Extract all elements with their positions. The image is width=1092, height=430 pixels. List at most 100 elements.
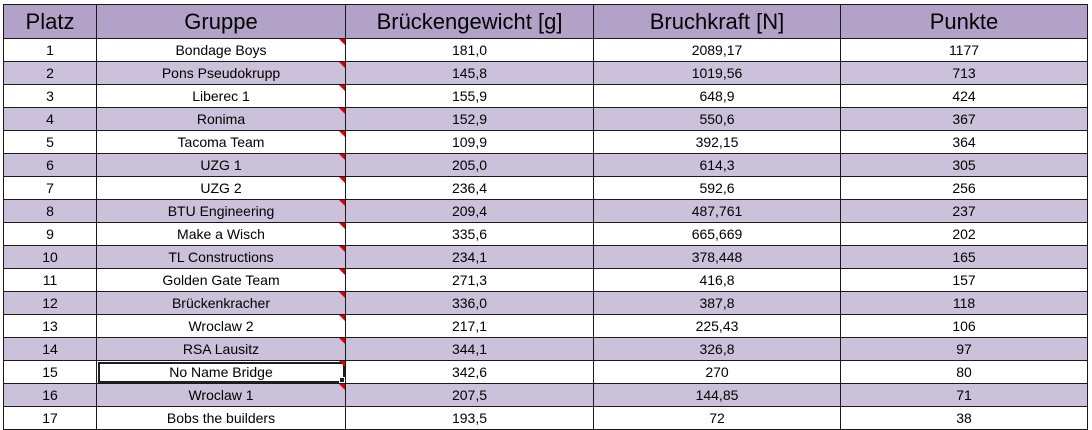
cell-punkte[interactable]: 256: [840, 176, 1088, 200]
cell-punkte[interactable]: 713: [840, 61, 1088, 85]
comment-indicator-icon[interactable]: [339, 223, 345, 229]
cell-brueckengewicht[interactable]: 205,0: [345, 153, 594, 177]
cell-gruppe[interactable]: Bondage Boys: [96, 38, 346, 62]
cell-punkte[interactable]: 38: [840, 406, 1088, 430]
cell-gruppe-selected[interactable]: No Name Bridge: [96, 360, 346, 384]
cell-bruchkraft[interactable]: 592,6: [593, 176, 841, 200]
cell-brueckengewicht[interactable]: 335,6: [345, 222, 594, 246]
cell-platz[interactable]: 15: [3, 360, 97, 384]
cell-punkte[interactable]: 71: [840, 383, 1088, 407]
cell-bruchkraft[interactable]: 387,8: [593, 291, 841, 315]
cell-bruchkraft[interactable]: 665,669: [593, 222, 841, 246]
comment-indicator-icon[interactable]: [339, 361, 345, 367]
cell-bruchkraft[interactable]: 416,8: [593, 268, 841, 292]
cell-platz[interactable]: 10: [3, 245, 97, 269]
cell-bruchkraft[interactable]: 144,85: [593, 383, 841, 407]
cell-punkte[interactable]: 97: [840, 337, 1088, 361]
cell-platz[interactable]: 3: [3, 84, 97, 108]
cell-punkte[interactable]: 424: [840, 84, 1088, 108]
cell-gruppe[interactable]: Brückenkracher: [96, 291, 346, 315]
cell-punkte[interactable]: 106: [840, 314, 1088, 338]
cell-bruchkraft[interactable]: 225,43: [593, 314, 841, 338]
cell-brueckengewicht[interactable]: 271,3: [345, 268, 594, 292]
cell-punkte[interactable]: 165: [840, 245, 1088, 269]
cell-gruppe[interactable]: TL Constructions: [96, 245, 346, 269]
header-platz[interactable]: Platz: [3, 4, 97, 39]
cell-brueckengewicht[interactable]: 155,9: [345, 84, 594, 108]
cell-platz[interactable]: 5: [3, 130, 97, 154]
cell-punkte[interactable]: 237: [840, 199, 1088, 223]
comment-indicator-icon[interactable]: [339, 384, 345, 390]
cell-platz[interactable]: 6: [3, 153, 97, 177]
cell-gruppe[interactable]: Liberec 1: [96, 84, 346, 108]
cell-brueckengewicht[interactable]: 236,4: [345, 176, 594, 200]
cell-platz[interactable]: 1: [3, 38, 97, 62]
comment-indicator-icon[interactable]: [339, 39, 345, 45]
cell-punkte[interactable]: 202: [840, 222, 1088, 246]
cell-gruppe[interactable]: BTU Engineering: [96, 199, 346, 223]
cell-gruppe[interactable]: Wroclaw 1: [96, 383, 346, 407]
comment-indicator-icon[interactable]: [339, 131, 345, 137]
cell-brueckengewicht[interactable]: 344,1: [345, 337, 594, 361]
cell-gruppe[interactable]: RSA Lausitz: [96, 337, 346, 361]
cell-punkte[interactable]: 305: [840, 153, 1088, 177]
cell-gruppe[interactable]: UZG 1: [96, 153, 346, 177]
cell-platz[interactable]: 13: [3, 314, 97, 338]
comment-indicator-icon[interactable]: [339, 246, 345, 252]
cell-punkte[interactable]: 118: [840, 291, 1088, 315]
cell-platz[interactable]: 4: [3, 107, 97, 131]
header-bruchkraft[interactable]: Bruchkraft [N]: [593, 4, 841, 39]
comment-indicator-icon[interactable]: [339, 292, 345, 298]
cell-gruppe[interactable]: UZG 2: [96, 176, 346, 200]
cell-brueckengewicht[interactable]: 342,6: [345, 360, 594, 384]
cell-platz[interactable]: 16: [3, 383, 97, 407]
cell-platz[interactable]: 14: [3, 337, 97, 361]
cell-punkte[interactable]: 1177: [840, 38, 1088, 62]
cell-platz[interactable]: 8: [3, 199, 97, 223]
comment-indicator-icon[interactable]: [339, 85, 345, 91]
comment-indicator-icon[interactable]: [339, 315, 345, 321]
cell-brueckengewicht[interactable]: 207,5: [345, 383, 594, 407]
cell-gruppe[interactable]: Wroclaw 2: [96, 314, 346, 338]
header-punkte[interactable]: Punkte: [840, 4, 1088, 39]
cell-platz[interactable]: 17: [3, 406, 97, 430]
cell-punkte[interactable]: 157: [840, 268, 1088, 292]
cell-bruchkraft[interactable]: 1019,56: [593, 61, 841, 85]
cell-gruppe[interactable]: Pons Pseudokrupp: [96, 61, 346, 85]
cell-brueckengewicht[interactable]: 193,5: [345, 406, 594, 430]
cell-punkte[interactable]: 364: [840, 130, 1088, 154]
cell-brueckengewicht[interactable]: 234,1: [345, 245, 594, 269]
cell-bruchkraft[interactable]: 72: [593, 406, 841, 430]
cell-bruchkraft[interactable]: 487,761: [593, 199, 841, 223]
comment-indicator-icon[interactable]: [339, 269, 345, 275]
cell-bruchkraft[interactable]: 326,8: [593, 337, 841, 361]
cell-gruppe[interactable]: Golden Gate Team: [96, 268, 346, 292]
cell-brueckengewicht[interactable]: 217,1: [345, 314, 594, 338]
header-brueckengewicht[interactable]: Brückengewicht [g]: [345, 4, 594, 39]
cell-brueckengewicht[interactable]: 145,8: [345, 61, 594, 85]
cell-platz[interactable]: 9: [3, 222, 97, 246]
cell-platz[interactable]: 12: [3, 291, 97, 315]
cell-bruchkraft[interactable]: 648,9: [593, 84, 841, 108]
cell-bruchkraft[interactable]: 2089,17: [593, 38, 841, 62]
cell-punkte[interactable]: 367: [840, 107, 1088, 131]
cell-gruppe[interactable]: Tacoma Team: [96, 130, 346, 154]
cell-bruchkraft[interactable]: 378,448: [593, 245, 841, 269]
comment-indicator-icon[interactable]: [339, 108, 345, 114]
cell-gruppe[interactable]: Make a Wisch: [96, 222, 346, 246]
comment-indicator-icon[interactable]: [339, 154, 345, 160]
comment-indicator-icon[interactable]: [339, 338, 345, 344]
comment-indicator-icon[interactable]: [339, 200, 345, 206]
cell-bruchkraft[interactable]: 550,6: [593, 107, 841, 131]
cell-brueckengewicht[interactable]: 109,9: [345, 130, 594, 154]
cell-platz[interactable]: 2: [3, 61, 97, 85]
header-gruppe[interactable]: Gruppe: [96, 4, 346, 39]
cell-bruchkraft[interactable]: 392,15: [593, 130, 841, 154]
cell-bruchkraft[interactable]: 614,3: [593, 153, 841, 177]
fill-handle[interactable]: [339, 377, 345, 383]
comment-indicator-icon[interactable]: [339, 177, 345, 183]
cell-brueckengewicht[interactable]: 336,0: [345, 291, 594, 315]
cell-bruchkraft[interactable]: 270: [593, 360, 841, 384]
cell-platz[interactable]: 7: [3, 176, 97, 200]
comment-indicator-icon[interactable]: [339, 62, 345, 68]
